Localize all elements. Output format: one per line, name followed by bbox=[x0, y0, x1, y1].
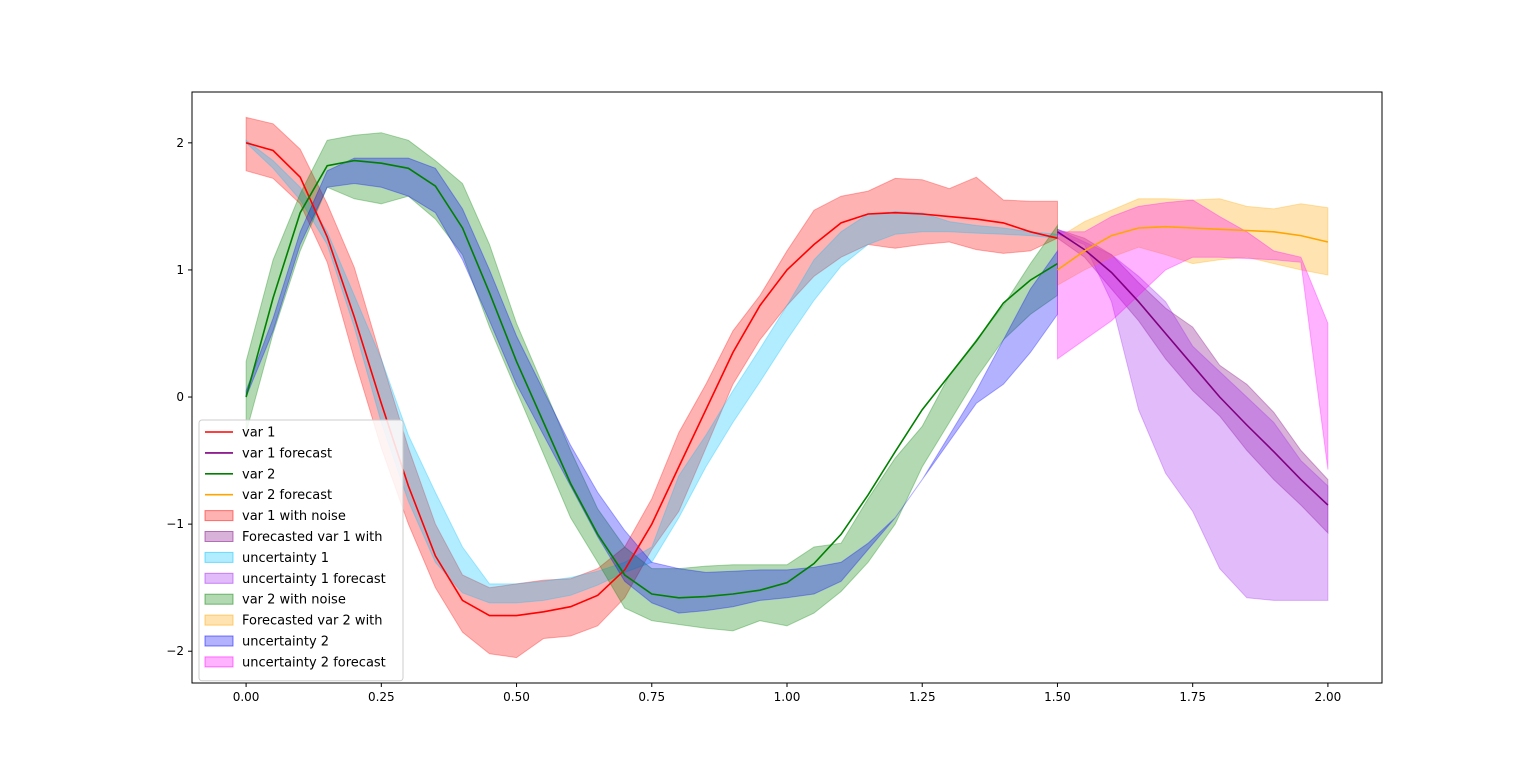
line-var-1 bbox=[245, 142, 1058, 617]
x-tick-label: 1.25 bbox=[909, 690, 936, 704]
y-tick-label: −2 bbox=[166, 644, 184, 658]
band-var-2-with-noise bbox=[245, 132, 1058, 632]
x-tick-label: 1.00 bbox=[774, 690, 801, 704]
y-tick-label: 2 bbox=[176, 136, 184, 150]
line-layer bbox=[245, 142, 1329, 617]
legend-swatch bbox=[204, 593, 234, 605]
legend-label: var 1 with noise bbox=[242, 509, 346, 524]
legend-swatch bbox=[204, 510, 234, 522]
line-var-2-forecast bbox=[1057, 225, 1329, 271]
legend-swatch bbox=[204, 635, 234, 647]
legend-label: var 1 forecast bbox=[242, 446, 332, 461]
legend-swatch bbox=[204, 572, 234, 584]
line-var-1-forecast bbox=[1057, 231, 1329, 506]
x-tick-label: 1.75 bbox=[1179, 690, 1206, 704]
legend-label: var 2 bbox=[242, 467, 275, 482]
band-layer bbox=[245, 116, 1329, 659]
x-axis: 0.00 0.25 0.50 0.75 1.00 1.25 1.50 1.75 2.00 bbox=[233, 683, 1342, 704]
x-tick-label: 0.75 bbox=[638, 690, 665, 704]
legend-label: uncertainty 1 bbox=[242, 551, 329, 566]
band-forecasted-var-2-with bbox=[1057, 198, 1329, 287]
x-tick-label: 0.50 bbox=[503, 690, 530, 704]
x-tick-label: 1.50 bbox=[1044, 690, 1071, 704]
line-var-2 bbox=[245, 159, 1058, 599]
y-tick-label: 1 bbox=[176, 263, 184, 277]
legend-label: Forecasted var 1 with bbox=[242, 530, 383, 545]
legend-label: var 2 forecast bbox=[242, 488, 332, 503]
x-tick-label: 0.00 bbox=[233, 690, 260, 704]
y-tick-label: −1 bbox=[166, 517, 184, 531]
legend-box bbox=[198, 419, 404, 682]
y-tick-label: 0 bbox=[176, 390, 184, 404]
legend-swatch bbox=[204, 551, 234, 563]
legend-label: uncertainty 2 forecast bbox=[242, 655, 386, 670]
legend: var 1 var 1 forecast var 2 var 2 forecast va… bbox=[198, 419, 404, 682]
legend-label: Forecasted var 2 with bbox=[242, 614, 383, 629]
band-uncertainty-2 bbox=[245, 157, 1058, 614]
y-axis: −2 −1 0 1 2 bbox=[166, 136, 192, 658]
legend-label: uncertainty 1 forecast bbox=[242, 572, 386, 587]
x-tick-label: 2.00 bbox=[1315, 690, 1342, 704]
legend-swatch bbox=[204, 614, 234, 626]
legend-label: var 1 bbox=[242, 426, 275, 441]
band-uncertainty-2-forecast bbox=[1057, 199, 1329, 470]
x-tick-label: 0.25 bbox=[368, 690, 395, 704]
legend-swatch bbox=[204, 656, 234, 668]
legend-label: var 2 with noise bbox=[242, 593, 346, 608]
legend-swatch bbox=[204, 531, 234, 542]
band-forecasted-var-1-with bbox=[1057, 228, 1329, 535]
band-uncertainty-1-forecast bbox=[1057, 228, 1329, 601]
legend-label: uncertainty 2 bbox=[242, 635, 329, 650]
